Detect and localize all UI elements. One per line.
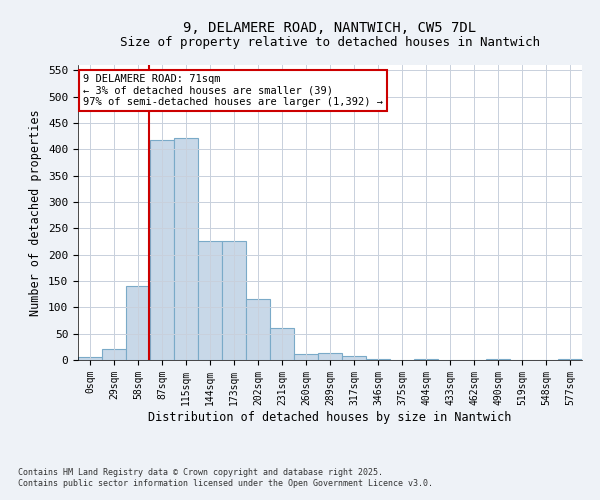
Text: Size of property relative to detached houses in Nantwich: Size of property relative to detached ho… [120,36,540,49]
Bar [318,352,342,360]
Text: 9 DELAMERE ROAD: 71sqm
← 3% of detached houses are smaller (39)
97% of semi-deta: 9 DELAMERE ROAD: 71sqm ← 3% of detached … [83,74,383,107]
Bar [342,356,366,360]
Bar [270,328,294,360]
Bar [222,241,246,360]
Text: Contains HM Land Registry data © Crown copyright and database right 2025.
Contai: Contains HM Land Registry data © Crown c… [18,468,433,487]
Bar [150,140,174,360]
Bar [102,350,126,360]
Bar [198,241,222,360]
Bar [126,286,150,360]
Text: 9, DELAMERE ROAD, NANTWICH, CW5 7DL: 9, DELAMERE ROAD, NANTWICH, CW5 7DL [184,20,476,34]
Bar [78,358,102,360]
Y-axis label: Number of detached properties: Number of detached properties [29,109,43,316]
Bar [294,354,318,360]
Bar [486,359,510,360]
Bar [246,300,270,360]
X-axis label: Distribution of detached houses by size in Nantwich: Distribution of detached houses by size … [148,410,512,424]
Bar [174,138,198,360]
